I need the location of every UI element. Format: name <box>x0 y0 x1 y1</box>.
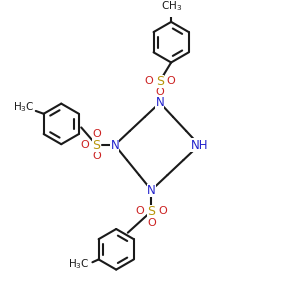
Text: H$_3$C: H$_3$C <box>13 101 34 115</box>
Text: O: O <box>158 206 167 216</box>
Text: N: N <box>110 139 119 152</box>
Text: O: O <box>92 151 101 161</box>
Text: O: O <box>136 206 145 216</box>
Text: H$_3$C: H$_3$C <box>68 258 89 272</box>
Text: O: O <box>167 76 176 86</box>
Text: O: O <box>147 218 156 227</box>
Text: O: O <box>92 129 101 139</box>
Text: N: N <box>155 96 164 109</box>
Text: O: O <box>155 87 164 98</box>
Text: N: N <box>147 184 156 196</box>
Text: NH: NH <box>190 139 208 152</box>
Text: S: S <box>92 139 101 152</box>
Text: O: O <box>144 76 153 86</box>
Text: CH$_3$: CH$_3$ <box>160 0 182 13</box>
Text: O: O <box>81 140 90 150</box>
Text: S: S <box>147 205 155 218</box>
Text: S: S <box>156 75 164 88</box>
